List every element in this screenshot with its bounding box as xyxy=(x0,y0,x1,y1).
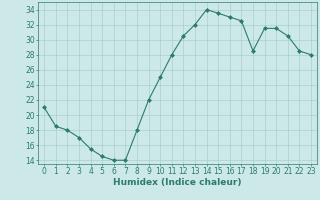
X-axis label: Humidex (Indice chaleur): Humidex (Indice chaleur) xyxy=(113,178,242,187)
